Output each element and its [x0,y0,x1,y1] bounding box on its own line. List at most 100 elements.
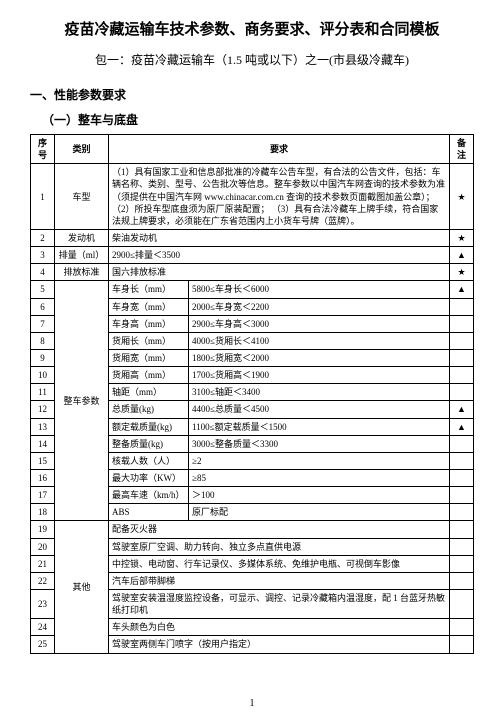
cell-requirement: 驾驶室原厂空调、助力转向、独立多点直供电源 [109,538,450,555]
cell-note: ▲ [450,401,474,418]
cell-category: 车型 [55,164,109,230]
cell-subparam: 车身高（mm） [109,315,189,332]
cell-subparam: 额定载质量(kg) [109,418,189,435]
table-row: 3排量（ml）2900≤排量＜3500▲ [31,247,474,264]
cell-subparam: 货厢高（mm） [109,367,189,384]
cell-requirement: 国六排放标准 [109,264,450,281]
cell-subparam: 车身宽（mm） [109,298,189,315]
cell-num: 4 [31,264,55,281]
cell-num: 10 [31,367,55,384]
cell-requirement: 3100≤轴距＜3400 [189,384,450,401]
cell-note [450,332,474,349]
cell-subparam: 总质量(kg) [109,401,189,418]
cell-subparam: 核载人数（人） [109,452,189,469]
table-row: 1车型（1）具有国家工业和信息部批准的冷藏车公告车型，有合法的公告文件，包括：车… [31,164,474,230]
cell-category: 排放标准 [55,264,109,281]
cell-num: 13 [31,418,55,435]
cell-num: 12 [31,401,55,418]
cell-num: 18 [31,504,55,521]
cell-subparam: 货厢宽（mm） [109,349,189,366]
th-cat: 类别 [55,135,109,164]
cell-note [450,487,474,504]
cell-num: 19 [31,521,55,538]
cell-note [450,315,474,332]
th-num: 序号 [31,135,55,164]
cell-note: ▲ [450,418,474,435]
cell-note [450,367,474,384]
cell-note [450,555,474,572]
cell-num: 17 [31,487,55,504]
cell-subparam: 整备质量(kg) [109,435,189,452]
cell-requirement: 配备灭火器 [109,521,450,538]
cell-category: 排量（ml） [55,247,109,264]
cell-category: 整车参数 [55,281,109,521]
cell-requirement: 汽车后部带脚梯 [109,572,450,589]
cell-requirement: 柴油发动机 [109,229,450,246]
table-row: 2发动机柴油发动机★ [31,229,474,246]
cell-requirement: 驾驶室两侧车门喷字（按用户指定） [109,636,450,653]
cell-note: ★ [450,264,474,281]
cell-subparam: 轴距（mm） [109,384,189,401]
doc-subtitle: 包一：疫苗冷藏运输车（1.5 吨或以下）之一(市县级冷藏车) [30,51,474,68]
table-row: 19其他配备灭火器 [31,521,474,538]
cell-requirement: 3000≤整备质量＜3300 [189,435,450,452]
cell-note [450,504,474,521]
table-header-row: 序号 类别 要求 备注 [31,135,474,164]
cell-requirement: 2900≤车身高＜3000 [189,315,450,332]
cell-num: 5 [31,281,55,298]
cell-num: 7 [31,315,55,332]
spec-table: 序号 类别 要求 备注 1车型（1）具有国家工业和信息部批准的冷藏车公告车型，有… [30,134,474,654]
cell-requirement: 车头颜色为白色 [109,619,450,636]
cell-num: 14 [31,435,55,452]
cell-num: 11 [31,384,55,401]
cell-note: ▲ [450,281,474,298]
cell-note [450,435,474,452]
cell-note [450,452,474,469]
section-heading-1: 一、性能参数要求 [30,86,474,103]
cell-num: 8 [31,332,55,349]
cell-num: 6 [31,298,55,315]
cell-num: 21 [31,555,55,572]
cell-num: 23 [31,589,55,618]
section-heading-1-1: （一）整车与底盘 [30,111,474,128]
cell-requirement: 4400≤总质量＜4500 [189,401,450,418]
cell-note: ▲ [450,247,474,264]
cell-subparam: 最高车速（km/h） [109,487,189,504]
cell-subparam: 车身长（mm） [109,281,189,298]
cell-note [450,538,474,555]
cell-requirement: ≥85 [189,469,450,486]
page-container: 疫苗冷藏运输车技术参数、商务要求、评分表和合同模板 包一：疫苗冷藏运输车（1.5… [0,0,504,713]
cell-requirement: 中控锁、电动窗、行车记录仪、多媒体系统、免维护电瓶、可视倒车影像 [109,555,450,572]
cell-note [450,589,474,618]
cell-note [450,469,474,486]
cell-num: 2 [31,229,55,246]
cell-requirement: 1800≤货厢宽＜2000 [189,349,450,366]
table-body: 1车型（1）具有国家工业和信息部批准的冷藏车公告车型，有合法的公告文件，包括：车… [31,164,474,653]
cell-num: 16 [31,469,55,486]
cell-requirement: ＞100 [189,487,450,504]
cell-requirement: 1100≤额定载质量＜1500 [189,418,450,435]
cell-num: 22 [31,572,55,589]
cell-requirement: 驾驶室安装温湿度监控设备，可显示、调控、记录冷藏箱内温湿度，配 1 台蓝牙热敏纸… [109,589,450,618]
cell-note [450,521,474,538]
table-row: 4排放标准国六排放标准★ [31,264,474,281]
cell-note [450,384,474,401]
cell-subparam: ABS [109,504,189,521]
cell-requirement: ≥2 [189,452,450,469]
cell-note: ★ [450,164,474,230]
cell-note [450,349,474,366]
cell-requirement: 5800≤车身长＜6000 [189,281,450,298]
th-req: 要求 [109,135,450,164]
cell-requirement: 2000≤车身宽＜2200 [189,298,450,315]
cell-note [450,298,474,315]
cell-note [450,572,474,589]
cell-note: ★ [450,229,474,246]
cell-num: 3 [31,247,55,264]
page-number: 1 [0,698,504,709]
cell-num: 1 [31,164,55,230]
cell-num: 9 [31,349,55,366]
th-note: 备注 [450,135,474,164]
cell-num: 24 [31,619,55,636]
cell-requirement: （1）具有国家工业和信息部批准的冷藏车公告车型，有合法的公告文件，包括：车辆名称… [109,164,450,230]
cell-requirement: 4000≤货厢长＜4100 [189,332,450,349]
